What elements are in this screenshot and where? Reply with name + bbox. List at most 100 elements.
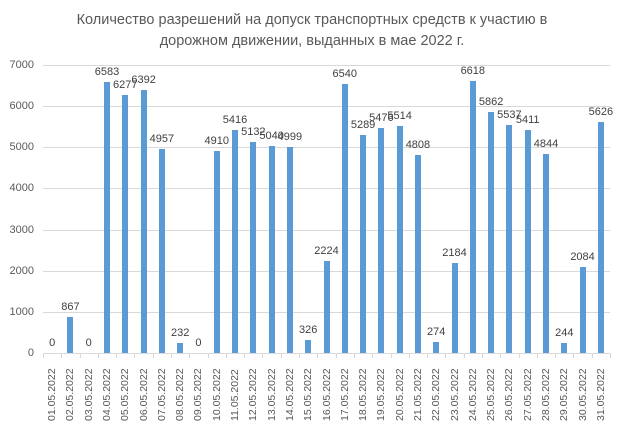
x-tick-label: 18.05.2022 (357, 368, 370, 421)
x-tick-label: 26.05.2022 (503, 368, 516, 421)
bar-value-label: 326 (299, 323, 318, 336)
bar (104, 82, 111, 353)
x-tick-label: 09.05.2022 (192, 368, 205, 421)
x-tick-mark (555, 353, 557, 358)
bar (341, 83, 348, 353)
bar-value-label: 5040 (259, 129, 284, 142)
bar (561, 342, 568, 353)
bar-value-label: 5132 (241, 125, 266, 138)
x-tick-label: 22.05.2022 (430, 368, 443, 421)
y-tick-label: 3000 (9, 223, 34, 236)
bar (433, 341, 440, 353)
bar-value-label: 274 (427, 325, 446, 338)
x-tick-mark (427, 353, 429, 358)
x-tick-label: 29.05.2022 (558, 368, 571, 421)
gridline (43, 106, 610, 108)
x-tick-mark (299, 353, 301, 358)
bar-value-label: 5862 (478, 95, 504, 108)
bar (396, 126, 403, 353)
bar-value-label: 5289 (350, 119, 376, 132)
bar-value-label: 0 (49, 337, 56, 349)
x-tick-label: 21.05.2022 (411, 368, 424, 421)
bar (122, 94, 129, 353)
bar (378, 127, 385, 353)
x-tick-label: 16.05.2022 (320, 368, 333, 421)
gridline (43, 229, 610, 231)
bar-value-label: 232 (170, 327, 190, 340)
bar-value-label: 5411 (515, 114, 540, 127)
x-tick-label: 27.05.2022 (521, 368, 534, 421)
bar (542, 153, 549, 353)
bar-value-label: 2184 (442, 247, 467, 260)
bar-value-label: 4910 (204, 134, 229, 147)
bar-value-label: 5476 (369, 111, 394, 124)
bar-value-label: 6618 (460, 64, 486, 77)
chart-title-line-1: Количество разрешений на допуск транспор… (76, 12, 548, 28)
x-tick-label: 13.05.2022 (265, 368, 278, 421)
bar-value-label: 5626 (588, 105, 614, 118)
gridline (43, 65, 610, 66)
bar-value-label: 5416 (222, 114, 248, 127)
bar-value-label: 4999 (277, 131, 303, 144)
x-tick-mark (518, 353, 520, 358)
x-tick-label: 19.05.2022 (375, 368, 388, 421)
chart-title: Количество разрешений на допуск транспор… (0, 10, 624, 52)
x-tick-label: 20.05.2022 (393, 368, 406, 421)
x-tick-label: 03.05.2022 (82, 368, 95, 421)
bar-value-label: 867 (61, 301, 80, 314)
y-tick-label: 5000 (9, 141, 34, 154)
x-tick-label: 25.05.2022 (485, 368, 498, 421)
x-tick-mark (152, 353, 154, 358)
x-tick-mark (353, 353, 355, 358)
x-tick-label: 30.05.2022 (576, 368, 589, 421)
x-tick-mark (573, 353, 575, 358)
bar (488, 111, 495, 353)
bar-value-label: 6583 (94, 66, 120, 79)
x-tick-mark (116, 353, 118, 358)
x-tick-mark (591, 353, 593, 358)
bar (67, 317, 74, 353)
x-tick-label: 10.05.2022 (210, 368, 223, 421)
bar (506, 125, 513, 353)
y-tick-label: 0 (27, 347, 34, 359)
x-tick-mark (317, 353, 319, 358)
x-tick-mark (244, 353, 246, 358)
bar (360, 135, 367, 353)
x-tick-mark (225, 353, 227, 358)
bar (232, 130, 239, 353)
y-tick-label: 7000 (9, 59, 34, 71)
y-tick-label: 6000 (9, 100, 34, 113)
x-tick-label: 14.05.2022 (283, 368, 296, 421)
bar-value-label: 4844 (533, 137, 559, 150)
x-tick-label: 12.05.2022 (247, 368, 260, 421)
x-tick-mark (262, 353, 264, 358)
bar (286, 147, 293, 353)
y-tick-label: 4000 (9, 182, 34, 195)
bar (140, 90, 147, 353)
bar-value-label: 244 (555, 326, 574, 339)
bar-value-label: 0 (85, 337, 92, 349)
x-tick-label: 24.05.2022 (466, 368, 479, 421)
bar (451, 263, 458, 353)
x-tick-mark (536, 353, 538, 358)
x-tick-mark (500, 353, 502, 358)
x-tick-label: 28.05.2022 (539, 368, 552, 421)
bar (268, 145, 275, 353)
x-axis-line (43, 353, 610, 354)
x-tick-mark (390, 353, 392, 358)
x-tick-mark (134, 353, 136, 358)
bar-value-label: 5537 (497, 109, 522, 122)
x-tick-label: 17.05.2022 (338, 368, 351, 421)
x-tick-mark (463, 353, 465, 358)
x-tick-mark (61, 353, 63, 358)
bar (323, 261, 330, 353)
x-tick-mark (408, 353, 410, 358)
x-tick-mark (610, 353, 611, 358)
x-tick-mark (372, 353, 374, 358)
y-tick-label: 1000 (9, 305, 34, 318)
x-tick-mark (335, 353, 337, 358)
bar (414, 155, 421, 353)
bar (177, 343, 184, 353)
x-tick-mark (481, 353, 483, 358)
bar-value-label: 5514 (387, 110, 412, 123)
